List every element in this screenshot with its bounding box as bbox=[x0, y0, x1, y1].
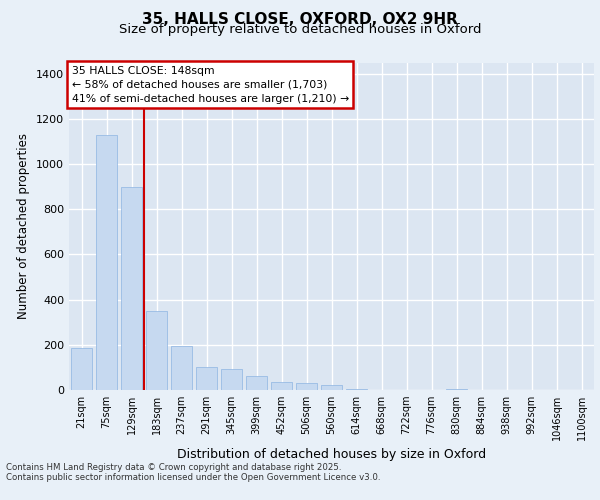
Bar bbox=[121, 186, 142, 390]
Bar bbox=[296, 383, 317, 390]
Text: Size of property relative to detached houses in Oxford: Size of property relative to detached ho… bbox=[119, 22, 481, 36]
Text: 35, HALLS CLOSE, OXFORD, OX2 9HR: 35, HALLS CLOSE, OXFORD, OX2 9HR bbox=[142, 12, 458, 28]
X-axis label: Distribution of detached houses by size in Oxford: Distribution of detached houses by size … bbox=[177, 448, 486, 462]
Text: Contains HM Land Registry data © Crown copyright and database right 2025.: Contains HM Land Registry data © Crown c… bbox=[6, 462, 341, 471]
Bar bbox=[346, 389, 367, 390]
Bar bbox=[171, 346, 192, 390]
Bar bbox=[271, 382, 292, 390]
Bar bbox=[71, 348, 92, 390]
Text: 35 HALLS CLOSE: 148sqm
← 58% of detached houses are smaller (1,703)
41% of semi-: 35 HALLS CLOSE: 148sqm ← 58% of detached… bbox=[71, 66, 349, 104]
Bar bbox=[446, 389, 467, 390]
Y-axis label: Number of detached properties: Number of detached properties bbox=[17, 133, 31, 320]
Bar bbox=[321, 386, 342, 390]
Bar bbox=[146, 311, 167, 390]
Bar bbox=[96, 135, 117, 390]
Bar bbox=[221, 368, 242, 390]
Text: Contains public sector information licensed under the Open Government Licence v3: Contains public sector information licen… bbox=[6, 472, 380, 482]
Bar bbox=[246, 376, 267, 390]
Bar bbox=[196, 368, 217, 390]
